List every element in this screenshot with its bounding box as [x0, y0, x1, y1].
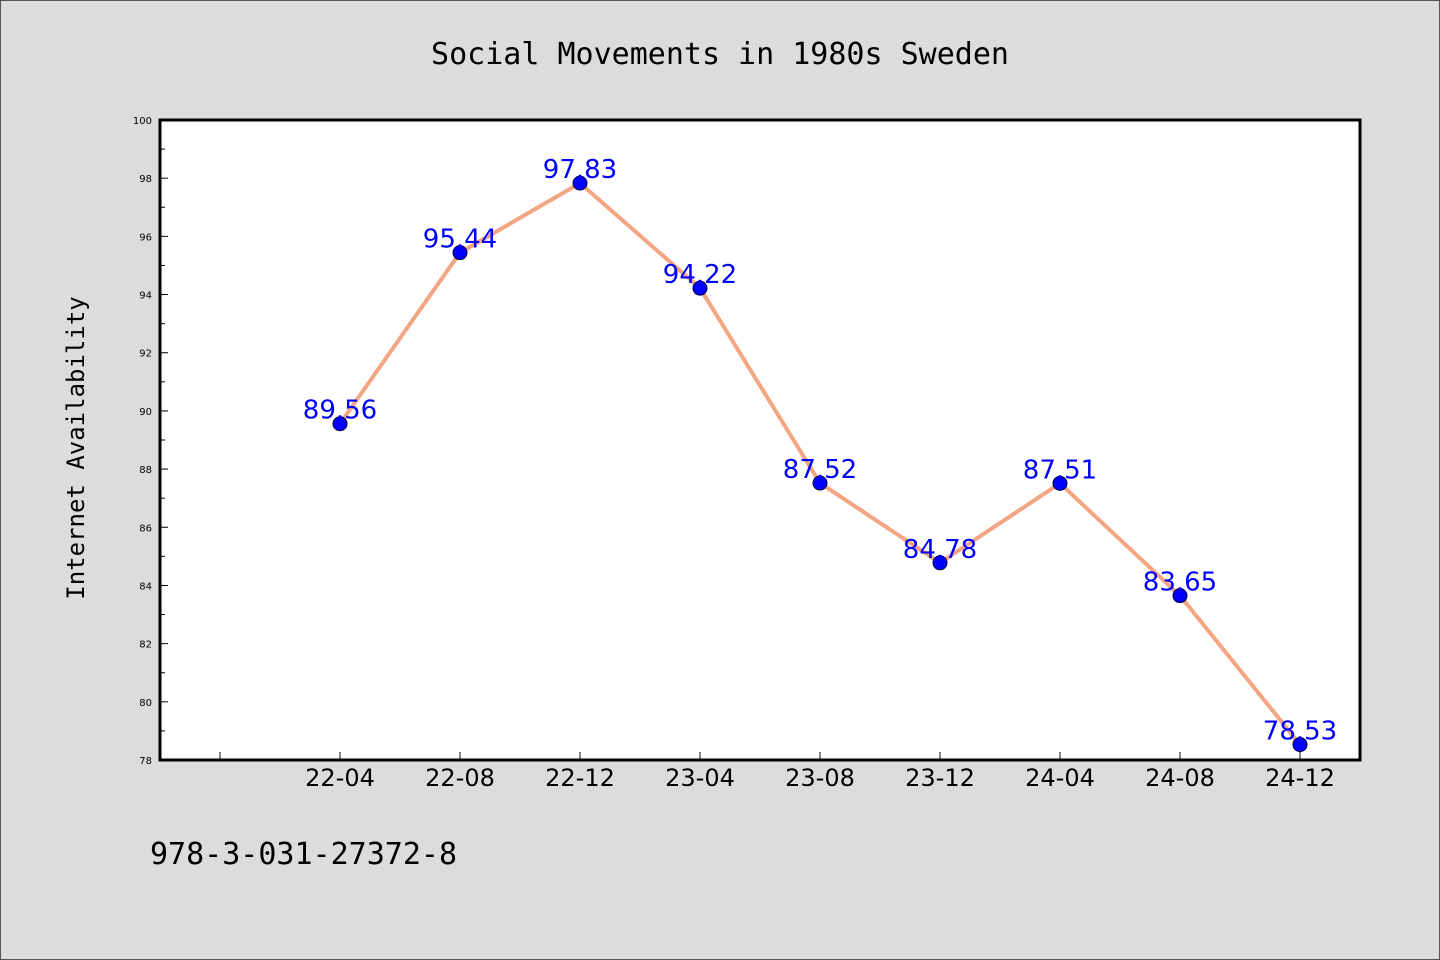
y-tick-label: 94 — [139, 291, 152, 302]
y-axis-label: Internet Availability — [62, 296, 90, 599]
data-point — [572, 175, 588, 191]
data-label: 97.83 — [543, 155, 617, 185]
x-tick-label: 22-08 — [425, 764, 495, 792]
y-tick-label: 78 — [139, 756, 152, 767]
x-tick-label: 22-12 — [545, 764, 615, 792]
x-tick-label: 24-04 — [1025, 764, 1095, 792]
x-tick-label: 23-04 — [665, 764, 735, 792]
x-tick-label: 23-08 — [785, 764, 855, 792]
data-point — [1052, 475, 1068, 491]
data-point — [1292, 737, 1308, 753]
y-tick-label: 100 — [133, 116, 152, 127]
data-label: 94.22 — [663, 260, 737, 290]
y-tick-label: 96 — [139, 232, 152, 243]
x-tick-label: 22-04 — [305, 764, 375, 792]
data-label: 84.78 — [903, 535, 977, 565]
y-tick-label: 88 — [139, 465, 152, 476]
y-tick-label: 90 — [139, 407, 152, 418]
y-tick-label: 98 — [139, 174, 152, 185]
y-tick-label: 92 — [139, 349, 152, 360]
y-tick-label: 84 — [139, 581, 152, 592]
data-point — [452, 245, 468, 261]
data-point — [812, 475, 828, 491]
y-axis: 78 80 82 84 86 88 90 92 94 96 98 100 — [133, 116, 168, 767]
data-point — [1172, 588, 1188, 604]
data-label: 78.53 — [1263, 717, 1337, 747]
isbn-text: 978-3-031-27372-8 — [150, 837, 457, 872]
series-line-group: 89.56 95.44 97.83 94.22 87.52 84.78 87.51 83.65… — [303, 155, 1337, 753]
y-tick-label: 82 — [139, 640, 152, 651]
x-axis: 22-04 22-08 22-12 23-04 23-08 23-12 24-04 24-08… — [219, 752, 1335, 792]
y-tick-label: 86 — [139, 523, 152, 534]
data-point — [332, 416, 348, 432]
plot-area — [158, 118, 1362, 762]
data-point — [692, 280, 708, 296]
data-label: 87.51 — [1023, 455, 1097, 485]
x-tick-label: 24-12 — [1265, 764, 1335, 792]
data-point — [932, 555, 948, 571]
data-label: 95.44 — [423, 225, 497, 255]
data-label: 89.56 — [303, 396, 377, 426]
chart-title: Social Movements in 1980s Sweden — [431, 37, 1009, 72]
data-label: 83.65 — [1143, 568, 1217, 598]
x-tick-label: 23-12 — [905, 764, 975, 792]
data-label: 87.52 — [783, 455, 857, 485]
y-tick-label: 80 — [139, 698, 152, 709]
x-tick-label: 24-08 — [1145, 764, 1215, 792]
